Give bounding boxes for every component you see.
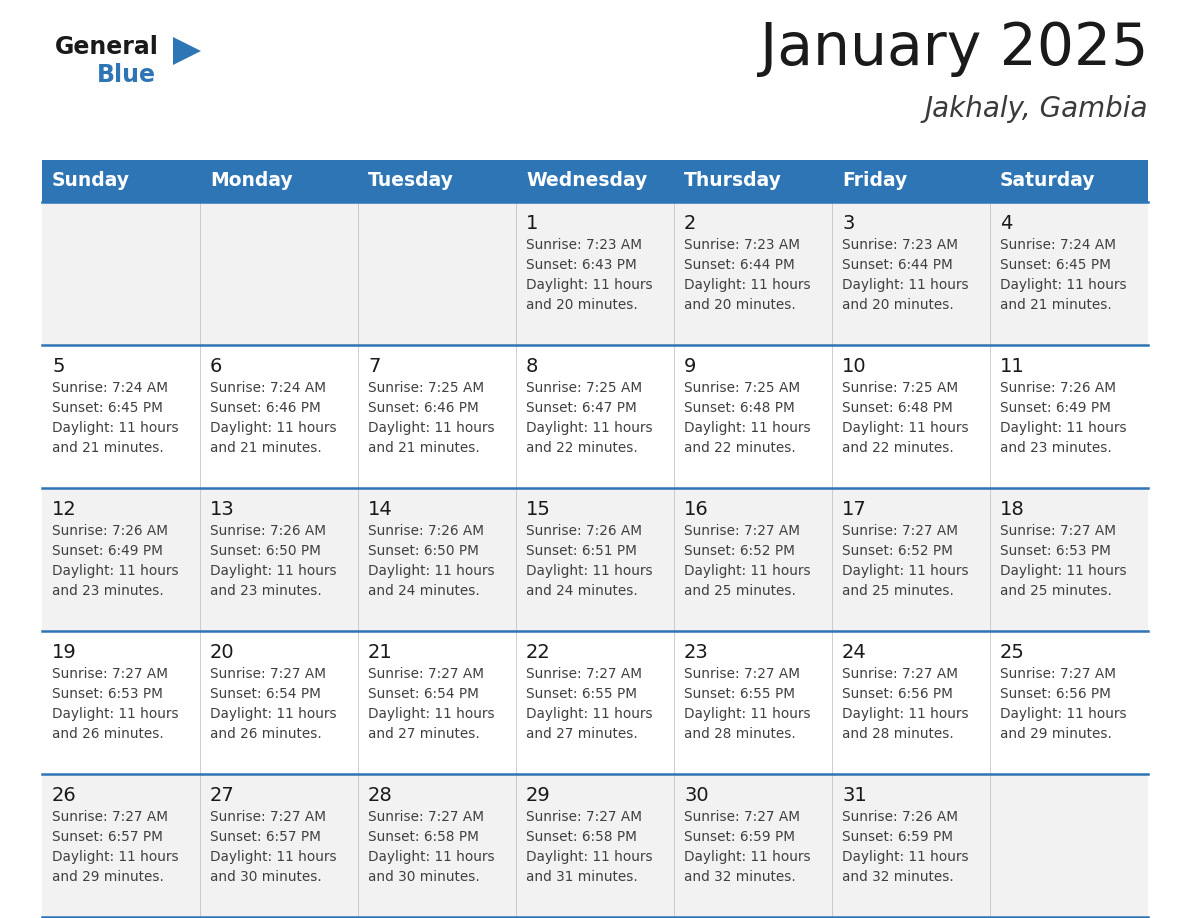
Text: 1: 1 bbox=[526, 214, 538, 233]
Bar bbox=[42, 631, 1148, 774]
Text: 20: 20 bbox=[210, 643, 234, 662]
Text: Sunrise: 7:23 AM
Sunset: 6:44 PM
Daylight: 11 hours
and 20 minutes.: Sunrise: 7:23 AM Sunset: 6:44 PM Dayligh… bbox=[684, 238, 810, 312]
Text: Sunrise: 7:23 AM
Sunset: 6:43 PM
Daylight: 11 hours
and 20 minutes.: Sunrise: 7:23 AM Sunset: 6:43 PM Dayligh… bbox=[526, 238, 652, 312]
Text: Sunrise: 7:27 AM
Sunset: 6:54 PM
Daylight: 11 hours
and 27 minutes.: Sunrise: 7:27 AM Sunset: 6:54 PM Dayligh… bbox=[368, 667, 494, 741]
Text: 26: 26 bbox=[52, 786, 77, 805]
Bar bbox=[42, 488, 1148, 631]
Text: Sunrise: 7:27 AM
Sunset: 6:56 PM
Daylight: 11 hours
and 28 minutes.: Sunrise: 7:27 AM Sunset: 6:56 PM Dayligh… bbox=[842, 667, 968, 741]
Text: Sunrise: 7:26 AM
Sunset: 6:50 PM
Daylight: 11 hours
and 24 minutes.: Sunrise: 7:26 AM Sunset: 6:50 PM Dayligh… bbox=[368, 524, 494, 599]
Text: 3: 3 bbox=[842, 214, 854, 233]
Text: Sunrise: 7:27 AM
Sunset: 6:53 PM
Daylight: 11 hours
and 26 minutes.: Sunrise: 7:27 AM Sunset: 6:53 PM Dayligh… bbox=[52, 667, 178, 741]
Text: Sunrise: 7:27 AM
Sunset: 6:55 PM
Daylight: 11 hours
and 28 minutes.: Sunrise: 7:27 AM Sunset: 6:55 PM Dayligh… bbox=[684, 667, 810, 741]
Text: 10: 10 bbox=[842, 357, 866, 376]
Text: Sunrise: 7:26 AM
Sunset: 6:51 PM
Daylight: 11 hours
and 24 minutes.: Sunrise: 7:26 AM Sunset: 6:51 PM Dayligh… bbox=[526, 524, 652, 599]
Polygon shape bbox=[173, 37, 201, 65]
Text: Sunrise: 7:27 AM
Sunset: 6:59 PM
Daylight: 11 hours
and 32 minutes.: Sunrise: 7:27 AM Sunset: 6:59 PM Dayligh… bbox=[684, 810, 810, 884]
Text: Sunrise: 7:27 AM
Sunset: 6:55 PM
Daylight: 11 hours
and 27 minutes.: Sunrise: 7:27 AM Sunset: 6:55 PM Dayligh… bbox=[526, 667, 652, 741]
Text: 17: 17 bbox=[842, 500, 867, 519]
Text: 27: 27 bbox=[210, 786, 235, 805]
Text: Sunrise: 7:27 AM
Sunset: 6:53 PM
Daylight: 11 hours
and 25 minutes.: Sunrise: 7:27 AM Sunset: 6:53 PM Dayligh… bbox=[1000, 524, 1126, 599]
Text: Sunrise: 7:25 AM
Sunset: 6:47 PM
Daylight: 11 hours
and 22 minutes.: Sunrise: 7:25 AM Sunset: 6:47 PM Dayligh… bbox=[526, 381, 652, 455]
Text: Sunrise: 7:26 AM
Sunset: 6:49 PM
Daylight: 11 hours
and 23 minutes.: Sunrise: 7:26 AM Sunset: 6:49 PM Dayligh… bbox=[1000, 381, 1126, 455]
Text: Jakhaly, Gambia: Jakhaly, Gambia bbox=[924, 95, 1148, 123]
Text: Sunrise: 7:27 AM
Sunset: 6:52 PM
Daylight: 11 hours
and 25 minutes.: Sunrise: 7:27 AM Sunset: 6:52 PM Dayligh… bbox=[842, 524, 968, 599]
Text: Sunrise: 7:27 AM
Sunset: 6:57 PM
Daylight: 11 hours
and 30 minutes.: Sunrise: 7:27 AM Sunset: 6:57 PM Dayligh… bbox=[210, 810, 336, 884]
Text: 25: 25 bbox=[1000, 643, 1025, 662]
Text: 16: 16 bbox=[684, 500, 709, 519]
Text: Tuesday: Tuesday bbox=[368, 172, 454, 191]
Text: General: General bbox=[55, 35, 159, 59]
Text: 18: 18 bbox=[1000, 500, 1025, 519]
Text: 31: 31 bbox=[842, 786, 867, 805]
Bar bbox=[42, 202, 1148, 345]
Text: Sunrise: 7:27 AM
Sunset: 6:56 PM
Daylight: 11 hours
and 29 minutes.: Sunrise: 7:27 AM Sunset: 6:56 PM Dayligh… bbox=[1000, 667, 1126, 741]
Text: 8: 8 bbox=[526, 357, 538, 376]
Text: 23: 23 bbox=[684, 643, 709, 662]
Text: 12: 12 bbox=[52, 500, 77, 519]
Text: 7: 7 bbox=[368, 357, 380, 376]
Text: Sunrise: 7:25 AM
Sunset: 6:46 PM
Daylight: 11 hours
and 21 minutes.: Sunrise: 7:25 AM Sunset: 6:46 PM Dayligh… bbox=[368, 381, 494, 455]
Text: Sunday: Sunday bbox=[52, 172, 129, 191]
Text: 28: 28 bbox=[368, 786, 393, 805]
Text: Friday: Friday bbox=[842, 172, 908, 191]
Text: 4: 4 bbox=[1000, 214, 1012, 233]
Text: 15: 15 bbox=[526, 500, 551, 519]
Text: 30: 30 bbox=[684, 786, 708, 805]
Text: Sunrise: 7:25 AM
Sunset: 6:48 PM
Daylight: 11 hours
and 22 minutes.: Sunrise: 7:25 AM Sunset: 6:48 PM Dayligh… bbox=[842, 381, 968, 455]
Text: Sunrise: 7:27 AM
Sunset: 6:57 PM
Daylight: 11 hours
and 29 minutes.: Sunrise: 7:27 AM Sunset: 6:57 PM Dayligh… bbox=[52, 810, 178, 884]
Text: 6: 6 bbox=[210, 357, 222, 376]
Text: 29: 29 bbox=[526, 786, 551, 805]
Text: 5: 5 bbox=[52, 357, 64, 376]
Text: Sunrise: 7:27 AM
Sunset: 6:58 PM
Daylight: 11 hours
and 30 minutes.: Sunrise: 7:27 AM Sunset: 6:58 PM Dayligh… bbox=[368, 810, 494, 884]
Text: Sunrise: 7:26 AM
Sunset: 6:49 PM
Daylight: 11 hours
and 23 minutes.: Sunrise: 7:26 AM Sunset: 6:49 PM Dayligh… bbox=[52, 524, 178, 599]
Text: 9: 9 bbox=[684, 357, 696, 376]
Text: Sunrise: 7:24 AM
Sunset: 6:45 PM
Daylight: 11 hours
and 21 minutes.: Sunrise: 7:24 AM Sunset: 6:45 PM Dayligh… bbox=[52, 381, 178, 455]
Text: Blue: Blue bbox=[97, 63, 156, 87]
Text: 22: 22 bbox=[526, 643, 551, 662]
Text: 21: 21 bbox=[368, 643, 393, 662]
Text: 19: 19 bbox=[52, 643, 77, 662]
Text: Wednesday: Wednesday bbox=[526, 172, 647, 191]
Text: Sunrise: 7:26 AM
Sunset: 6:50 PM
Daylight: 11 hours
and 23 minutes.: Sunrise: 7:26 AM Sunset: 6:50 PM Dayligh… bbox=[210, 524, 336, 599]
Bar bbox=[42, 345, 1148, 488]
Text: Sunrise: 7:27 AM
Sunset: 6:54 PM
Daylight: 11 hours
and 26 minutes.: Sunrise: 7:27 AM Sunset: 6:54 PM Dayligh… bbox=[210, 667, 336, 741]
Text: Sunrise: 7:25 AM
Sunset: 6:48 PM
Daylight: 11 hours
and 22 minutes.: Sunrise: 7:25 AM Sunset: 6:48 PM Dayligh… bbox=[684, 381, 810, 455]
Text: Monday: Monday bbox=[210, 172, 292, 191]
Text: Sunrise: 7:23 AM
Sunset: 6:44 PM
Daylight: 11 hours
and 20 minutes.: Sunrise: 7:23 AM Sunset: 6:44 PM Dayligh… bbox=[842, 238, 968, 312]
Text: 11: 11 bbox=[1000, 357, 1025, 376]
Text: 13: 13 bbox=[210, 500, 235, 519]
Text: Thursday: Thursday bbox=[684, 172, 782, 191]
Text: 14: 14 bbox=[368, 500, 393, 519]
Text: Sunrise: 7:27 AM
Sunset: 6:52 PM
Daylight: 11 hours
and 25 minutes.: Sunrise: 7:27 AM Sunset: 6:52 PM Dayligh… bbox=[684, 524, 810, 599]
Text: Saturday: Saturday bbox=[1000, 172, 1095, 191]
Text: Sunrise: 7:26 AM
Sunset: 6:59 PM
Daylight: 11 hours
and 32 minutes.: Sunrise: 7:26 AM Sunset: 6:59 PM Dayligh… bbox=[842, 810, 968, 884]
Text: Sunrise: 7:27 AM
Sunset: 6:58 PM
Daylight: 11 hours
and 31 minutes.: Sunrise: 7:27 AM Sunset: 6:58 PM Dayligh… bbox=[526, 810, 652, 884]
Text: 24: 24 bbox=[842, 643, 867, 662]
Text: Sunrise: 7:24 AM
Sunset: 6:46 PM
Daylight: 11 hours
and 21 minutes.: Sunrise: 7:24 AM Sunset: 6:46 PM Dayligh… bbox=[210, 381, 336, 455]
Bar bbox=[42, 774, 1148, 917]
Bar bbox=[42, 160, 1148, 202]
Text: January 2025: January 2025 bbox=[759, 20, 1148, 77]
Text: Sunrise: 7:24 AM
Sunset: 6:45 PM
Daylight: 11 hours
and 21 minutes.: Sunrise: 7:24 AM Sunset: 6:45 PM Dayligh… bbox=[1000, 238, 1126, 312]
Text: 2: 2 bbox=[684, 214, 696, 233]
